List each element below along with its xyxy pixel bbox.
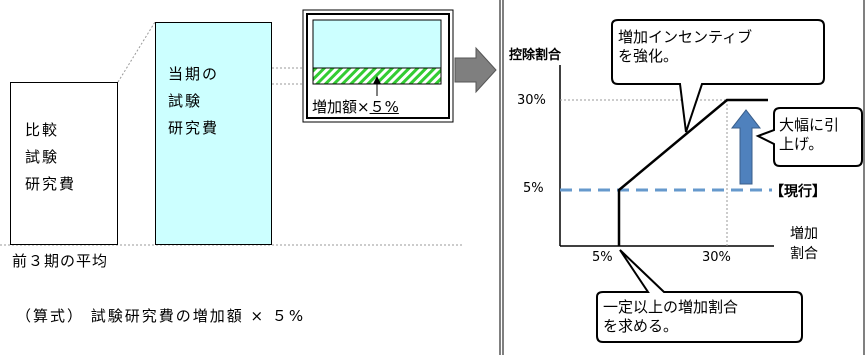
y-tick-30: 30%: [517, 93, 546, 108]
callout-top-bubble: [611, 19, 825, 133]
callout-bottom-line-1: 一定以上の増加割合: [603, 298, 739, 316]
grey-block-arrow: [454, 46, 497, 94]
callout-bottom-line-2: を求める。: [603, 317, 679, 335]
x-axis-label-line-2: 割合: [790, 246, 818, 262]
comparison-box-line-3: 研究費: [25, 175, 77, 193]
callout-bottom-text: 一定以上の増加割合 を求める。: [603, 298, 738, 336]
inset-label: 増加額×５%: [312, 96, 399, 117]
callout-top-line-1: 増加インセンティブ: [618, 28, 753, 46]
callout-right-bubble: [755, 107, 863, 167]
y-tick-5: 5%: [523, 181, 544, 196]
new-policy-line: [617, 98, 768, 246]
inset-inner-frame: [306, 13, 450, 119]
connector-dotted-line: [117, 21, 156, 83]
callout-right-text: 大幅に引 上げ。: [779, 116, 839, 154]
callout-right-line-1: 大幅に引: [779, 116, 840, 134]
comparison-box-line-2: 試験: [25, 148, 60, 166]
callout-right-line-2: 上げ。: [779, 135, 824, 153]
inset-pointer-arrowhead: [373, 76, 381, 84]
increase-up-arrow: [730, 109, 762, 185]
y-axis-label: 控除割合: [509, 48, 562, 63]
x-axis-label: 増加 割合: [790, 224, 818, 264]
inset-label-prefix: 増加額×: [312, 98, 370, 116]
inset-base-area: [312, 19, 442, 69]
callout-top-text: 増加インセンティブ を強化。: [618, 28, 752, 66]
current-box-line-1: 当期の: [168, 65, 220, 83]
comparison-box-line-1: 比較: [25, 121, 60, 139]
inset-label-value: ５%: [369, 98, 399, 116]
current-policy-label: 【現行】: [770, 184, 826, 200]
current-box-line-3: 研究費: [168, 119, 220, 137]
current-research-box: 当期の 試験 研究費: [155, 22, 272, 245]
callout-bottom-bubble: [596, 249, 803, 343]
current-box-line-2: 試験: [168, 92, 203, 110]
average-label: 前３期の平均: [12, 252, 109, 270]
comparison-research-box: 比較 試験 研究費: [10, 82, 118, 245]
formula-text: （算式） 試験研究費の増加額 × ５%: [16, 307, 306, 325]
x-axis-label-line-1: 増加: [790, 226, 818, 242]
x-tick-30: 30%: [702, 250, 731, 265]
callout-top-line-2: を強化。: [618, 47, 679, 65]
x-tick-5: 5%: [592, 250, 613, 265]
